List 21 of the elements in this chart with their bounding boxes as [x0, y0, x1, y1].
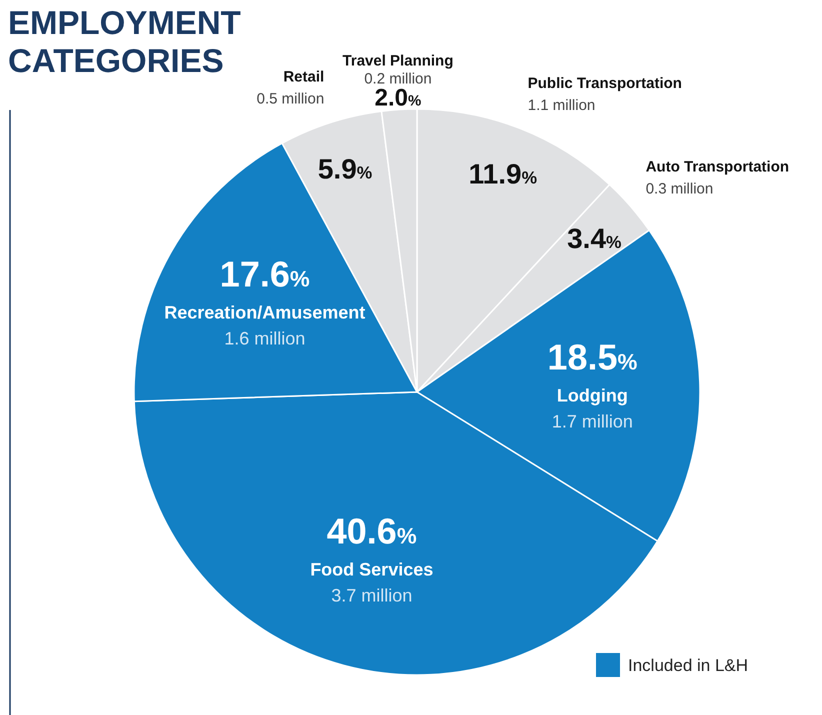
text: 1.6 million: [224, 328, 306, 349]
data-label: 40.6%: [326, 510, 417, 552]
text: 3.7 million: [331, 586, 412, 606]
slice-label: Retail: [283, 68, 324, 86]
data-label: 17.6%: [220, 254, 310, 295]
slice-label: Auto Transportation: [646, 158, 790, 176]
data-label: 11.9%: [468, 158, 538, 190]
data-label: 5.9%: [318, 153, 372, 184]
data-label: 3.4%: [567, 222, 622, 254]
text: 1.1 million: [528, 96, 596, 114]
slice-label: Public Transportation: [528, 74, 682, 92]
legend-title: Included in L&H: [628, 656, 748, 675]
text: 0.3 million: [646, 180, 714, 198]
slice-label: Travel Planning: [342, 52, 454, 70]
slice-label: Recreation/Amusement: [164, 302, 366, 323]
text: 0.5 million: [256, 90, 324, 108]
chart-title: EMPLOYMENT CATEGORIES: [8, 4, 241, 79]
data-label: 18.5%: [547, 336, 638, 378]
text: 1.7 million: [552, 411, 633, 432]
slice-label: Food Services: [310, 560, 434, 580]
slice-label: Lodging: [556, 385, 628, 406]
